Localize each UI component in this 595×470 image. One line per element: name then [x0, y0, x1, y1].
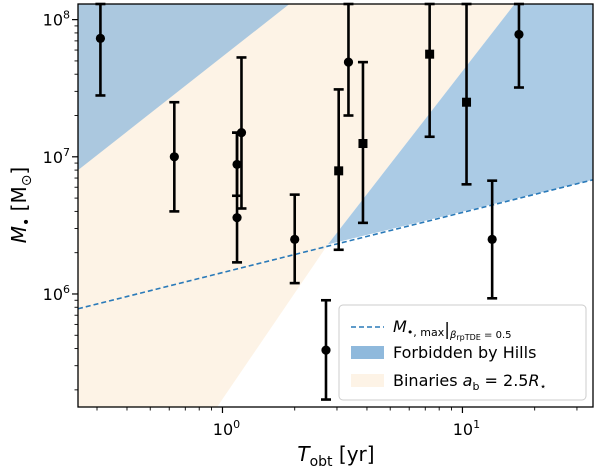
x-tick-label-10: 101 — [453, 418, 480, 439]
legend-label-max-line: M•, max|βrpTDE = 0.5 — [393, 317, 512, 342]
circle_points-marker-3 — [232, 213, 242, 223]
legend-label-forbidden: Forbidden by Hills — [393, 343, 536, 362]
square_points-marker-3 — [462, 97, 472, 107]
shaded-regions — [78, 4, 593, 407]
y-tick-label-1e6: 106 — [43, 283, 70, 304]
square_points-marker-1 — [358, 139, 368, 149]
axis-ticks — [72, 19, 578, 413]
x-tick-label-1: 100 — [213, 418, 240, 439]
legend-label-binaries: Binaries ab = 2.5R⋆ — [393, 371, 547, 393]
circle_points-marker-4 — [236, 128, 247, 138]
legend: M•, max|βrpTDE = 0.5 Forbidden by Hills … — [338, 304, 587, 401]
max-line-layer — [78, 179, 593, 310]
max-mass-line — [78, 179, 593, 310]
y-tick-label-1e7: 107 — [43, 146, 70, 167]
legend-swatch-binaries — [351, 374, 384, 387]
legend-box — [338, 304, 587, 401]
plot-frame — [77, 3, 594, 408]
legend-swatch-forbidden — [351, 346, 384, 359]
forbidden-region-2 — [327, 4, 593, 245]
forbidden-region-1 — [78, 4, 290, 171]
y-tick-label-1e8: 108 — [43, 9, 70, 30]
square_points-marker-2 — [425, 49, 435, 59]
circle_points-marker-1 — [169, 152, 179, 162]
x-axis-label: Tobt [yr] — [297, 442, 374, 470]
circle_points-marker-0 — [95, 33, 106, 43]
y-axis-label: M• [M⊙] — [7, 167, 35, 244]
circle_points-marker-8 — [487, 234, 497, 244]
circle_points-marker-6 — [321, 345, 331, 355]
circle_points-marker-9 — [514, 29, 524, 40]
circle_points-marker-5 — [290, 234, 300, 244]
binaries-region — [78, 4, 515, 407]
circle_points-marker-7 — [343, 57, 354, 67]
square_points-marker-0 — [334, 166, 344, 176]
